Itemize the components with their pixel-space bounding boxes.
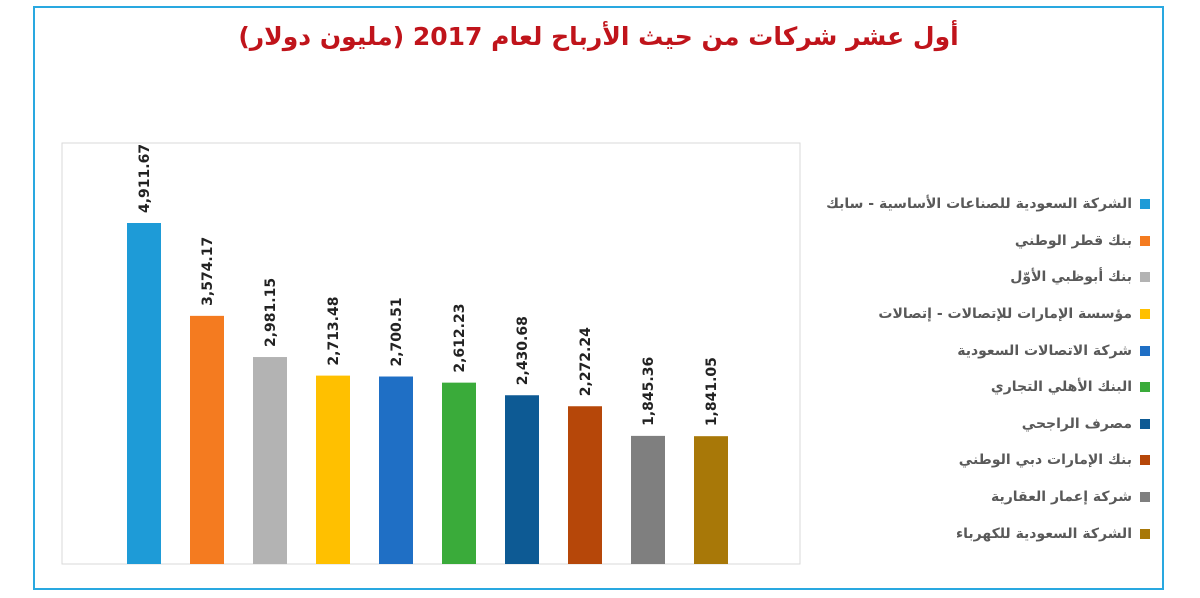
legend-label: بنك الإمارات دبي الوطني (958, 452, 1132, 469)
bar-10 (694, 436, 728, 564)
legend: الشركة السعودية للصناعات الأساسية - سابك… (820, 186, 1150, 552)
bar-3 (253, 357, 287, 564)
legend-label: شركة إعمار العقارية (990, 489, 1132, 506)
legend-swatch (1140, 418, 1150, 429)
legend-swatch (1140, 272, 1150, 283)
plot-area (61, 142, 801, 565)
bar-5 (379, 376, 413, 564)
legend-label: الشركة السعودية للكهرباء (955, 525, 1132, 542)
legend-swatch (1140, 455, 1150, 466)
value-label-4: 2,713.48 (326, 297, 342, 366)
value-label-10: 1,841.05 (704, 357, 720, 426)
legend-swatch (1140, 382, 1150, 393)
legend-item: بنك قطر الوطني (820, 223, 1150, 260)
legend-swatch (1140, 528, 1150, 539)
bar-9 (631, 435, 665, 564)
bars-group (127, 223, 728, 564)
legend-label: مؤسسة الإمارات للإتصالات - إتصالات (878, 306, 1132, 323)
legend-swatch (1140, 492, 1150, 503)
legend-label: شركة الاتصالات السعودية (957, 342, 1132, 359)
legend-swatch (1140, 199, 1150, 210)
bar-4 (316, 375, 350, 564)
bar-6 (442, 382, 476, 564)
legend-item: شركة الاتصالات السعودية (820, 332, 1150, 369)
value-label-6: 2,612.23 (452, 304, 468, 373)
legend-swatch (1140, 309, 1150, 320)
value-label-9: 1,845.36 (641, 357, 657, 426)
legend-item: بنك أبوظبي الأوّل (820, 259, 1150, 296)
value-label-1: 4,911.67 (137, 144, 153, 213)
value-labels-group: 4,911.67 3,574.17 2,981.15 2,713.48 2,700.51… (137, 144, 720, 426)
value-label-8: 2,272.24 (578, 327, 594, 396)
legend-label: مصرف الراجحي (1021, 415, 1132, 432)
value-label-7: 2,430.68 (515, 316, 531, 385)
legend-label: البنك الأهلي التجاري (990, 379, 1132, 396)
value-label-5: 2,700.51 (389, 297, 405, 366)
legend-swatch (1140, 235, 1150, 246)
bar-7 (505, 395, 539, 564)
bar-1 (127, 223, 161, 564)
bar-8 (568, 406, 602, 564)
legend-label: الشركة السعودية للصناعات الأساسية - سابك (826, 196, 1132, 213)
value-label-2: 3,574.17 (200, 237, 216, 306)
legend-item: مصرف الراجحي (820, 406, 1150, 443)
legend-item: الشركة السعودية للصناعات الأساسية - سابك (820, 186, 1150, 223)
legend-item: بنك الإمارات دبي الوطني (820, 442, 1150, 479)
legend-swatch (1140, 345, 1150, 356)
legend-label: بنك أبوظبي الأوّل (1010, 269, 1132, 286)
legend-label: بنك قطر الوطني (1014, 232, 1132, 249)
chart-title: أول عشر شركات من حيث الأرباح لعام 2017 (… (238, 22, 959, 51)
legend-item: شركة إعمار العقارية (820, 479, 1150, 516)
value-label-3: 2,981.15 (263, 278, 279, 347)
legend-item: مؤسسة الإمارات للإتصالات - إتصالات (820, 296, 1150, 333)
bar-2 (190, 315, 224, 564)
legend-item: البنك الأهلي التجاري (820, 369, 1150, 406)
legend-item: الشركة السعودية للكهرباء (820, 515, 1150, 552)
